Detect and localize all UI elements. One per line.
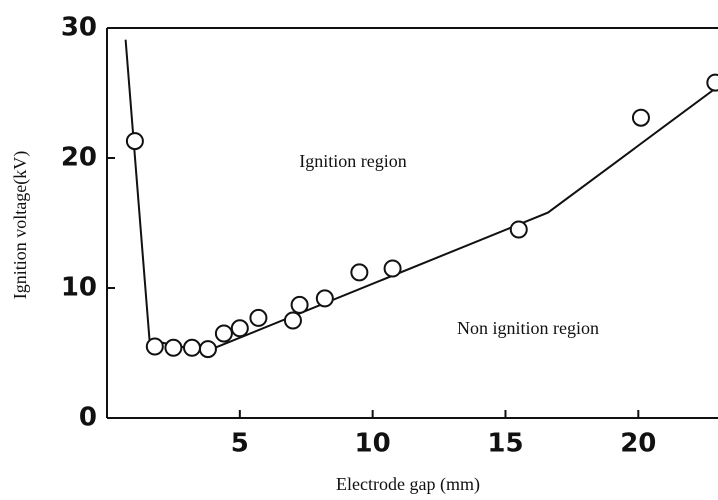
y-tick-label: 30 [61, 13, 97, 43]
point [290, 295, 309, 314]
x-tick-label: 5 [231, 429, 249, 459]
x-axis-label: Electrode gap (mm) [336, 474, 480, 495]
x-tick-label: 15 [487, 429, 523, 459]
point [249, 308, 268, 327]
point [509, 220, 528, 239]
point [706, 73, 718, 92]
y-tick-label: 0 [79, 403, 97, 433]
point [125, 132, 144, 151]
point [631, 108, 650, 127]
point [383, 259, 402, 278]
x-tick-label: 10 [355, 429, 391, 459]
point [315, 289, 334, 308]
point [183, 338, 202, 357]
point [214, 324, 233, 343]
annotation: Non ignition region [457, 318, 599, 338]
y-tick-label: 10 [61, 273, 97, 303]
point [283, 311, 302, 330]
curve [124, 39, 718, 353]
point [164, 338, 183, 357]
x-tick-label: 20 [620, 429, 656, 459]
point [350, 263, 369, 282]
point [230, 319, 249, 338]
point [198, 340, 217, 359]
point [145, 337, 164, 356]
y-tick-label: 20 [61, 143, 97, 173]
annotation: Ignition region [299, 151, 406, 171]
y-axis-label: Ignition voltage(kV) [10, 151, 31, 299]
